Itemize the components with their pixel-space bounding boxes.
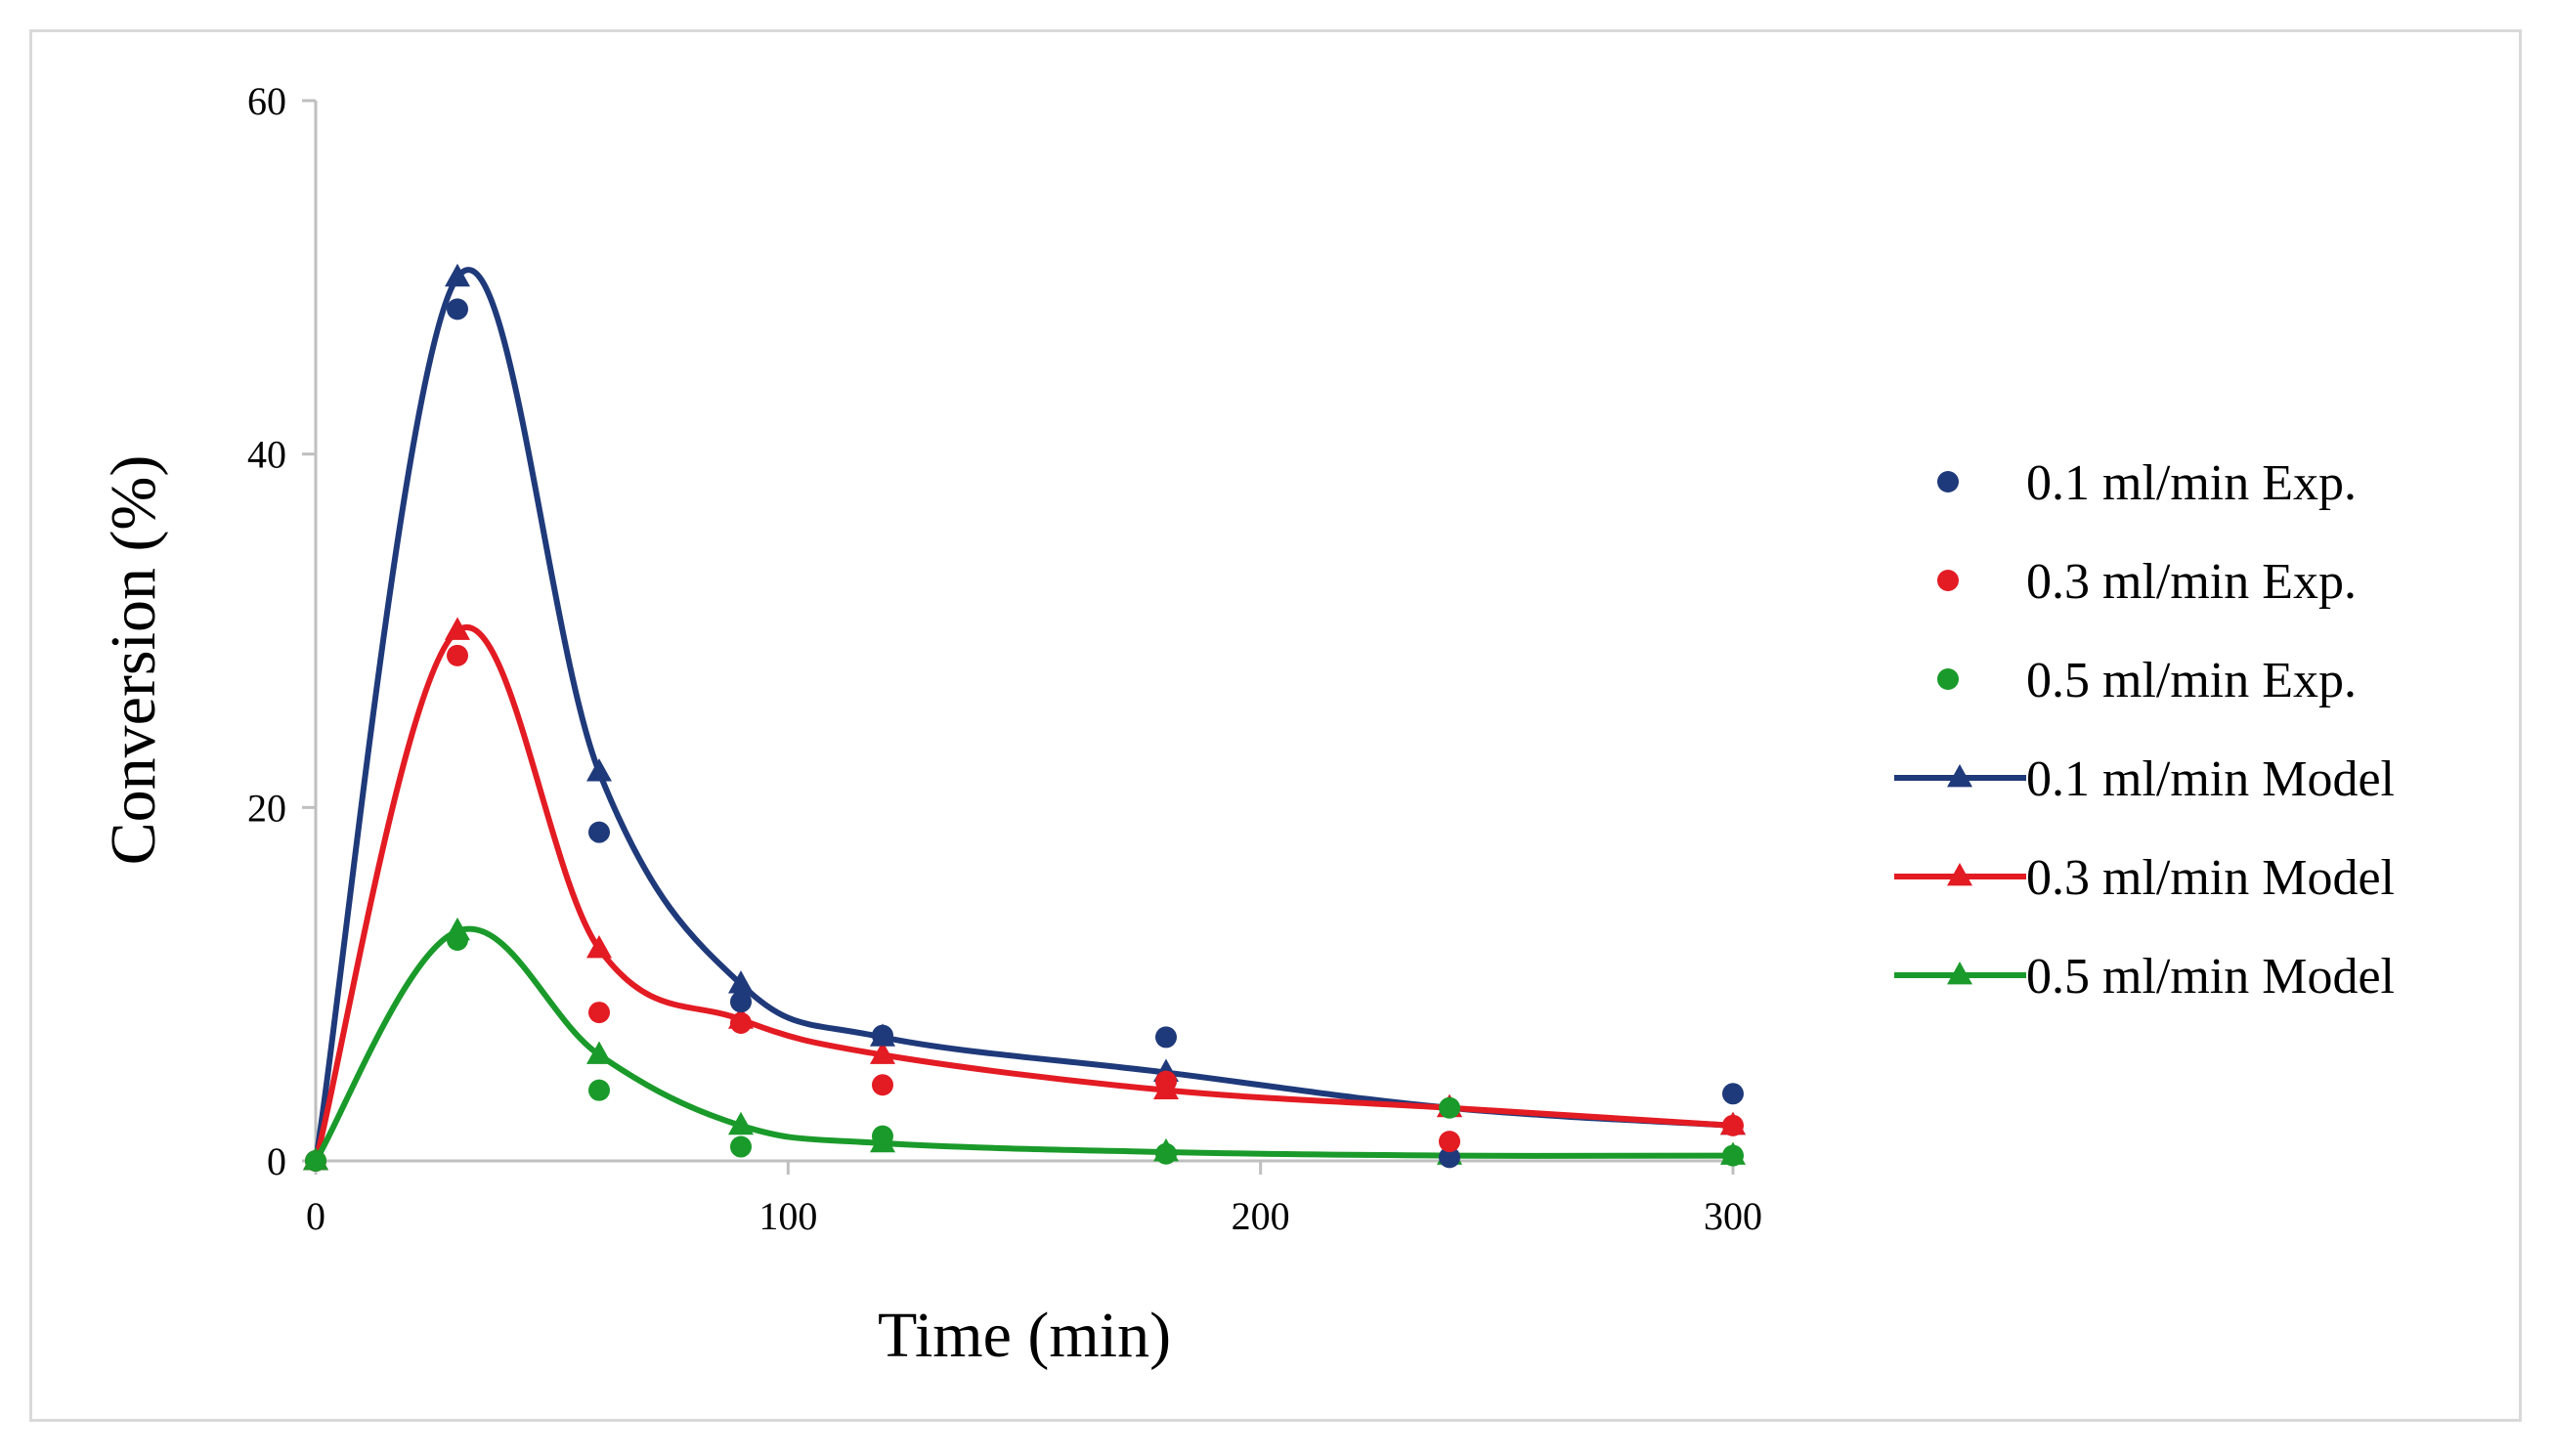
x-tick-label: 300 xyxy=(1704,1194,1762,1238)
data-point-circle xyxy=(305,1150,326,1172)
data-point-triangle xyxy=(870,1041,895,1064)
data-point-circle xyxy=(1722,1144,1744,1167)
legend-marker-circle xyxy=(1937,668,1959,690)
data-point-circle xyxy=(1155,1142,1177,1165)
legend-item: 0.3 ml/min Model xyxy=(1894,850,2395,906)
legend-item: 0.5 ml/min Model xyxy=(1894,949,2395,1005)
data-point-circle xyxy=(730,1011,752,1034)
x-axis-title: Time (min) xyxy=(878,1300,1171,1371)
chart-frame: 0 20 40 60 0 100 200 300 Time (min) Conversion … xyxy=(29,29,2522,1422)
data-point-circle xyxy=(1155,1070,1177,1092)
data-point-circle xyxy=(872,1125,893,1147)
data-point-triangle xyxy=(586,934,612,959)
legend-marker-triangle xyxy=(1947,763,1972,788)
data-point-circle xyxy=(1722,1114,1744,1136)
axes: 0 20 40 60 0 100 200 300 xyxy=(247,79,1762,1238)
legend: 0.1 ml/min Exp. 0.3 ml/min Exp. 0.5 ml/min… xyxy=(1894,455,2395,1005)
data-point-circle xyxy=(588,1002,610,1024)
data-point-circle xyxy=(872,1074,893,1096)
data-point-circle xyxy=(1722,1083,1744,1105)
legend-label: 0.1 ml/min Exp. xyxy=(2026,455,2357,511)
series-line-3 xyxy=(313,267,1736,1164)
series-line-4 xyxy=(313,624,1736,1164)
x-tick-label: 100 xyxy=(758,1194,817,1238)
x-tick-label: 0 xyxy=(306,1194,325,1238)
legend-marker-circle xyxy=(1937,570,1959,591)
legend-label: 0.3 ml/min Model xyxy=(2026,850,2395,906)
data-point-triangle xyxy=(586,758,612,782)
y-tick-label: 40 xyxy=(247,433,286,477)
series-lines xyxy=(313,267,1736,1164)
data-point-triangle xyxy=(445,617,470,640)
series-markers xyxy=(303,263,1746,1172)
data-point-circle xyxy=(730,991,752,1013)
y-tick-label: 20 xyxy=(247,786,286,830)
legend-item: 0.3 ml/min Exp. xyxy=(1937,554,2357,610)
legend-label: 0.1 ml/min Model xyxy=(2026,751,2395,807)
x-tick-label: 200 xyxy=(1232,1194,1290,1238)
data-point-circle xyxy=(730,1135,752,1158)
data-point-circle xyxy=(588,821,610,843)
data-point-triangle xyxy=(728,1111,754,1135)
y-tick-label: 0 xyxy=(267,1139,286,1183)
series-line-5 xyxy=(313,925,1736,1164)
legend-label: 0.5 ml/min Exp. xyxy=(2026,653,2357,708)
data-point-triangle xyxy=(445,263,470,287)
data-point-circle xyxy=(872,1024,893,1047)
legend-marker-circle xyxy=(1937,471,1959,492)
data-point-circle xyxy=(1439,1131,1460,1153)
data-point-circle xyxy=(447,928,468,951)
legend-item: 0.1 ml/min Model xyxy=(1894,751,2395,807)
data-point-circle xyxy=(588,1079,610,1101)
data-point-triangle xyxy=(586,1041,612,1064)
y-axis-title: Conversion (%) xyxy=(98,455,169,866)
legend-label: 0.5 ml/min Model xyxy=(2026,949,2395,1005)
legend-item: 0.5 ml/min Exp. xyxy=(1937,653,2357,708)
chart-svg: 0 20 40 60 0 100 200 300 Time (min) Conversion … xyxy=(98,79,2395,1371)
data-point-circle xyxy=(447,644,468,666)
legend-label: 0.3 ml/min Exp. xyxy=(2026,554,2357,610)
data-point-circle xyxy=(1439,1096,1460,1119)
y-tick-label: 60 xyxy=(247,79,286,123)
legend-item: 0.1 ml/min Exp. xyxy=(1937,455,2357,511)
data-point-circle xyxy=(447,298,468,321)
legend-marker-triangle xyxy=(1947,862,1972,886)
data-point-triangle xyxy=(728,970,754,994)
data-point-circle xyxy=(1155,1026,1177,1049)
legend-marker-triangle xyxy=(1947,961,1972,985)
data-point-circle xyxy=(1439,1146,1460,1169)
